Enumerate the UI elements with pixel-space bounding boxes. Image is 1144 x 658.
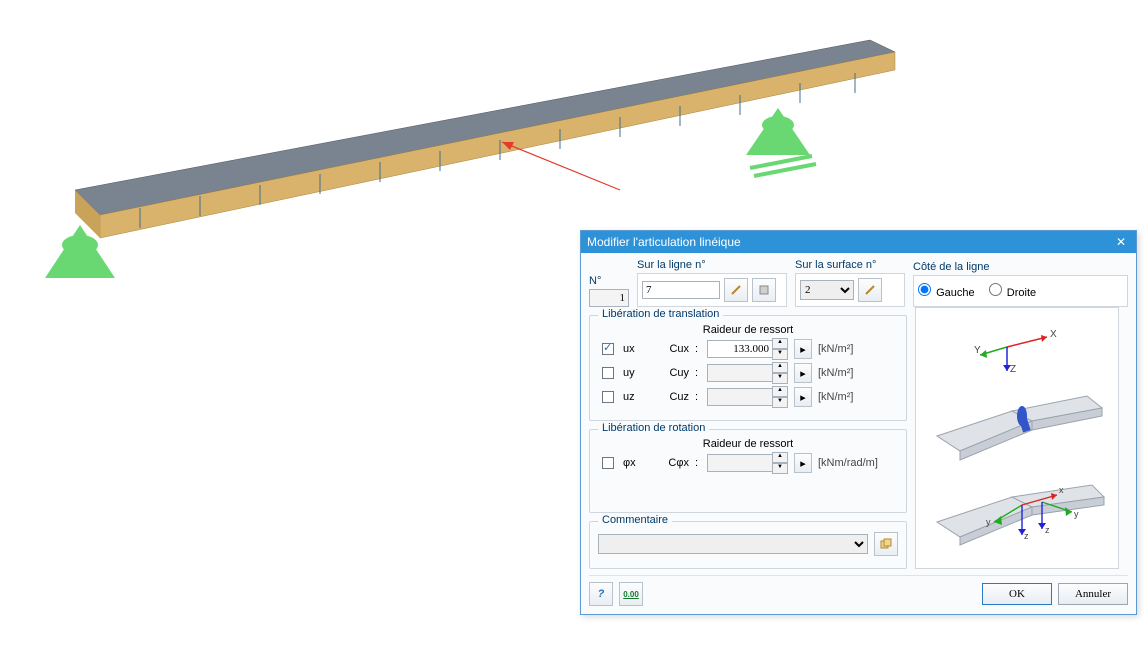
trans-name: uz (623, 391, 647, 403)
comment-group: Commentaire (589, 521, 907, 569)
svg-text:y: y (1074, 509, 1079, 519)
trans-check-uz[interactable] (602, 391, 614, 403)
svg-text:Y: Y (974, 345, 981, 356)
line-label: Sur la ligne n° (637, 259, 787, 271)
spin-up-icon[interactable]: ▲ (772, 338, 788, 349)
preview-slab-top (922, 376, 1112, 466)
rot-unit: [kNm/rad/m] (818, 457, 878, 469)
pick-line-icon[interactable] (724, 278, 748, 302)
ok-button[interactable]: OK (982, 583, 1052, 605)
trans-row-uz: uz Cuz : ▲▼ ▸ [kN/m²] (598, 386, 898, 408)
rot-value-φx (707, 454, 773, 472)
rot-row-φx: φx Cφx : ▲▼ ▸ [kNm/rad/m] (598, 452, 898, 474)
cancel-button[interactable]: Annuler (1058, 583, 1128, 605)
trans-coef: Cuy (653, 367, 689, 379)
line-field[interactable] (642, 281, 720, 299)
close-icon[interactable]: ✕ (1112, 235, 1130, 249)
trans-unit: [kN/m²] (818, 391, 853, 403)
preview-slab-bottom: x y z y z (922, 467, 1112, 562)
rot-edit-icon[interactable]: ▸ (794, 453, 812, 473)
rot-name: φx (623, 457, 647, 469)
svg-text:Z: Z (1010, 364, 1016, 375)
help-icon[interactable]: ? (589, 582, 613, 606)
spin-up-icon[interactable]: ▲ (772, 452, 788, 463)
trans-value-ux[interactable] (707, 340, 773, 358)
svg-text:y: y (986, 517, 991, 527)
trans-coef: Cux (653, 343, 689, 355)
spin-down-icon[interactable]: ▼ (772, 373, 788, 384)
pick-surface-icon[interactable] (858, 278, 882, 302)
global-axes-icon: X Y Z (972, 315, 1062, 375)
number-label: N° (589, 275, 629, 287)
dialog-title: Modifier l'articulation linéique (587, 235, 1112, 249)
trans-coef: Cuz (653, 391, 689, 403)
preview-panel: X Y Z (915, 307, 1119, 569)
titlebar: Modifier l'articulation linéique ✕ (581, 231, 1136, 253)
spring-header-trans: Raideur de ressort (598, 324, 898, 336)
line-hinge-dialog: Modifier l'articulation linéique ✕ N° Su… (580, 230, 1137, 615)
svg-text:x: x (1059, 485, 1064, 495)
trans-check-uy[interactable] (602, 367, 614, 379)
units-icon[interactable]: 0.00 (619, 582, 643, 606)
svg-text:z: z (1024, 531, 1029, 541)
rot-check-φx[interactable] (602, 457, 614, 469)
spin-down-icon[interactable]: ▼ (772, 349, 788, 360)
new-line-icon[interactable] (752, 278, 776, 302)
trans-value-uy (707, 364, 773, 382)
spring-header-rot: Raideur de ressort (598, 438, 898, 450)
svg-text:X: X (1050, 329, 1057, 340)
spin-down-icon[interactable]: ▼ (772, 463, 788, 474)
side-label: Côté de la ligne (913, 261, 1128, 273)
translation-group: Libération de translation Raideur de res… (589, 315, 907, 421)
svg-text:z: z (1045, 525, 1050, 535)
spin-up-icon[interactable]: ▲ (772, 362, 788, 373)
trans-name: uy (623, 367, 647, 379)
trans-row-ux: ux Cux : ▲▼ ▸ [kN/m²] (598, 338, 898, 360)
spin-down-icon[interactable]: ▼ (772, 397, 788, 408)
trans-unit: [kN/m²] (818, 367, 853, 379)
spin-up-icon[interactable]: ▲ (772, 386, 788, 397)
side-right-radio[interactable]: Droite (989, 283, 1036, 299)
side-left-radio[interactable]: Gauche (918, 283, 975, 299)
trans-value-uz (707, 388, 773, 406)
rot-coef: Cφx (653, 457, 689, 469)
trans-edit-icon[interactable]: ▸ (794, 339, 812, 359)
trans-edit-icon[interactable]: ▸ (794, 363, 812, 383)
trans-row-uy: uy Cuy : ▲▼ ▸ [kN/m²] (598, 362, 898, 384)
trans-name: ux (623, 343, 647, 355)
comment-field[interactable] (598, 534, 868, 554)
rotation-group: Libération de rotation Raideur de ressor… (589, 429, 907, 513)
trans-check-ux[interactable] (602, 343, 614, 355)
number-field (589, 289, 629, 307)
surface-label: Sur la surface n° (795, 259, 905, 271)
surface-select[interactable]: 2 (800, 280, 854, 300)
trans-edit-icon[interactable]: ▸ (794, 387, 812, 407)
comment-pick-icon[interactable] (874, 532, 898, 556)
trans-unit: [kN/m²] (818, 343, 853, 355)
